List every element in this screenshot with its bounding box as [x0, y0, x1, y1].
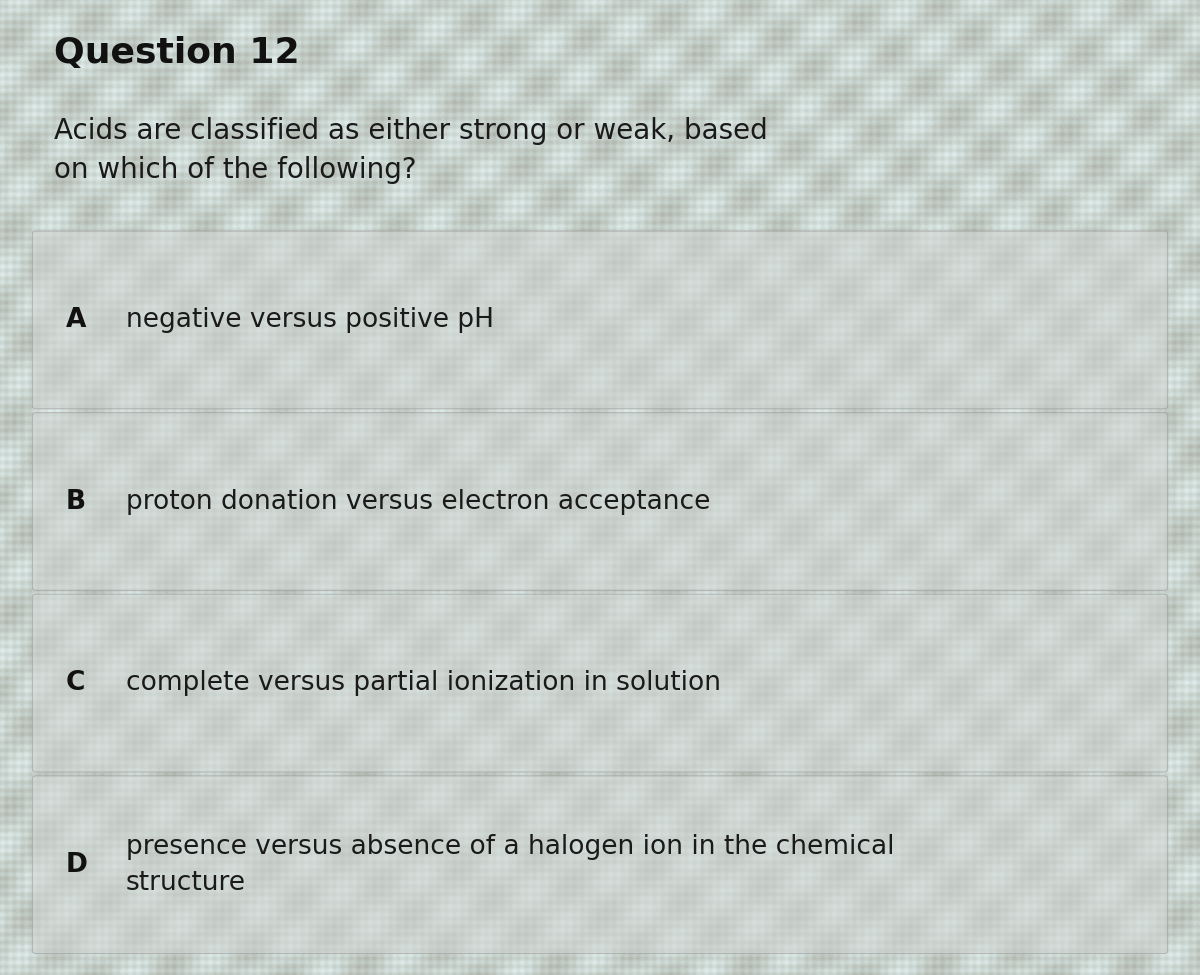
FancyBboxPatch shape: [32, 776, 1168, 954]
Text: A: A: [66, 307, 86, 332]
Text: on which of the following?: on which of the following?: [54, 156, 416, 184]
Text: C: C: [66, 670, 85, 696]
FancyBboxPatch shape: [32, 412, 1168, 591]
FancyBboxPatch shape: [32, 231, 1168, 409]
Text: Question 12: Question 12: [54, 36, 300, 70]
Text: D: D: [66, 852, 88, 878]
Text: negative versus positive pH: negative versus positive pH: [126, 307, 494, 332]
Text: complete versus partial ionization in solution: complete versus partial ionization in so…: [126, 670, 721, 696]
Text: B: B: [66, 488, 86, 515]
Text: proton donation versus electron acceptance: proton donation versus electron acceptan…: [126, 488, 710, 515]
FancyBboxPatch shape: [32, 595, 1168, 772]
Text: presence versus absence of a halogen ion in the chemical
structure: presence versus absence of a halogen ion…: [126, 834, 894, 896]
Text: Acids are classified as either strong or weak, based: Acids are classified as either strong or…: [54, 117, 768, 145]
